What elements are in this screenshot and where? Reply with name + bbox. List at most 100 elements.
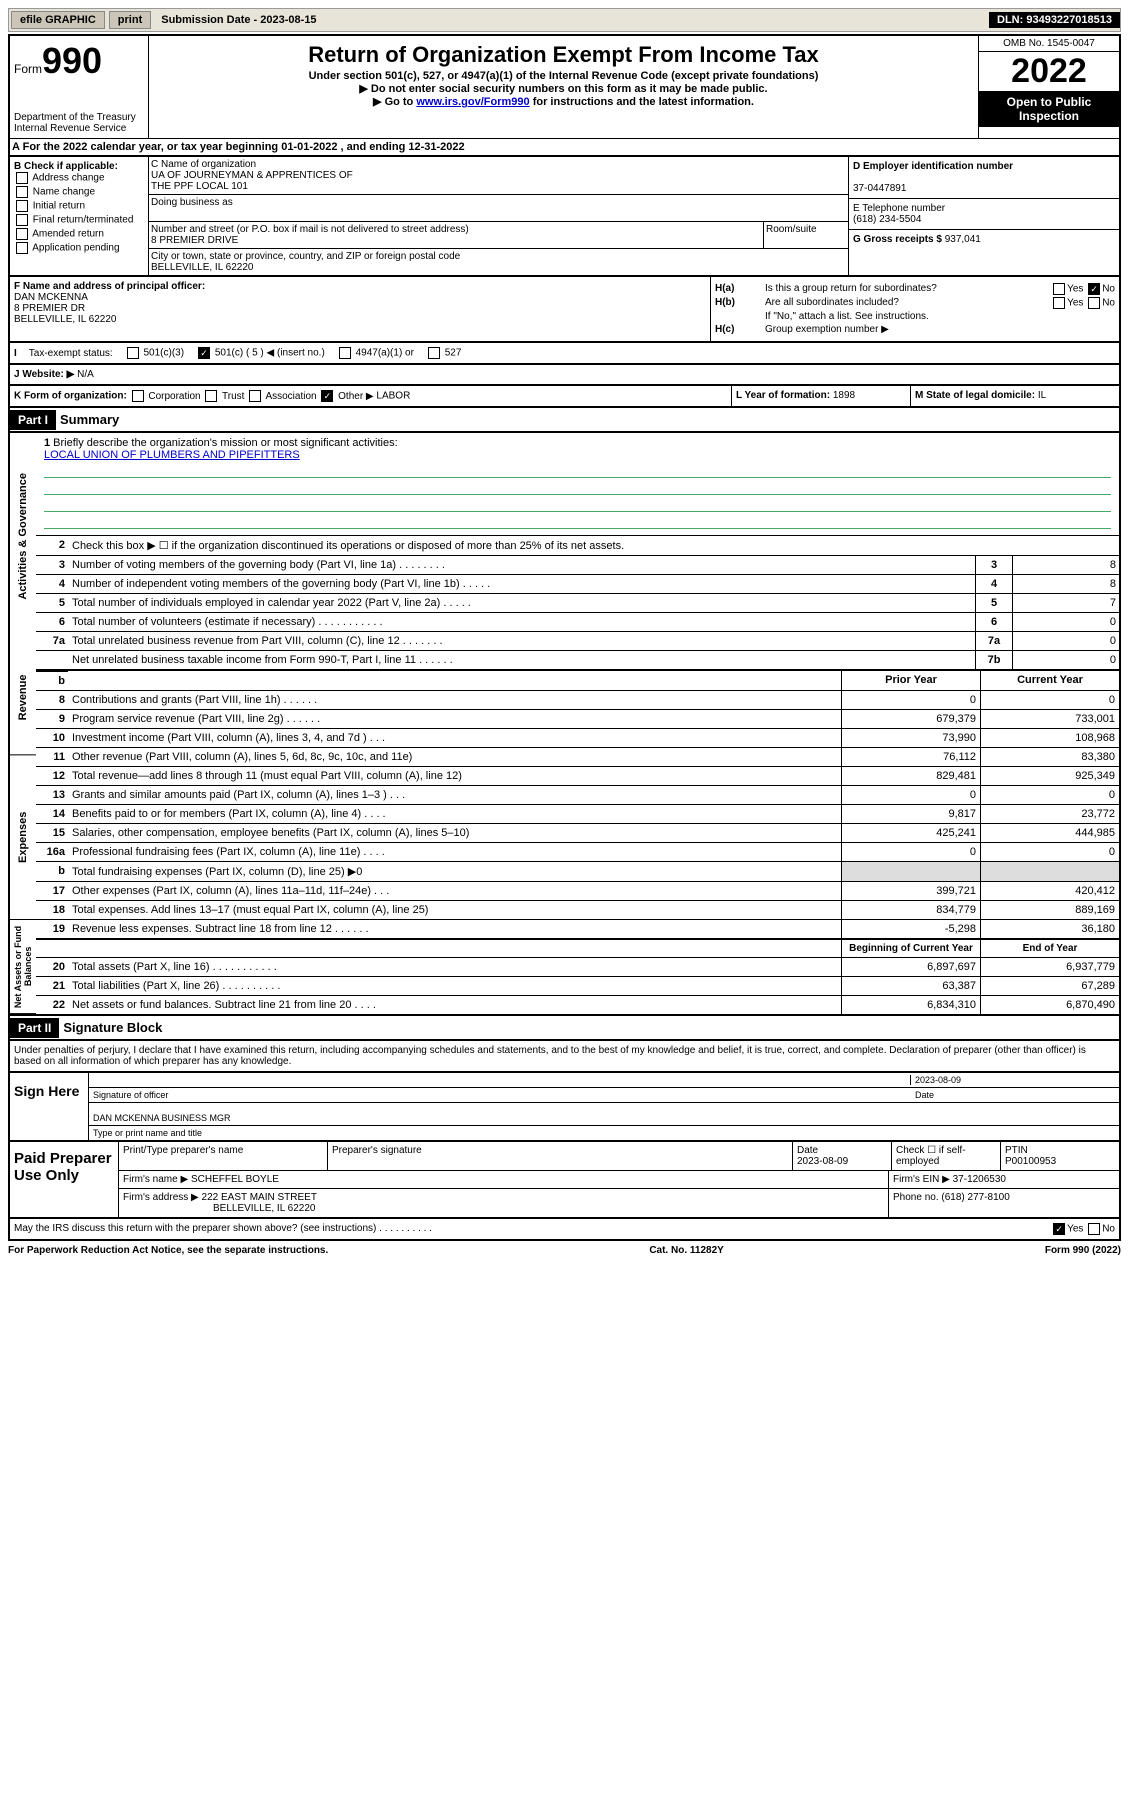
officer-sig-name: DAN MCKENNA BUSINESS MGR <box>93 1113 231 1123</box>
dln: DLN: 93493227018513 <box>989 12 1120 28</box>
officer-addr2: BELLEVILLE, IL 62220 <box>14 314 117 325</box>
ein: 37-0447891 <box>853 183 906 194</box>
chk-final[interactable]: Final return/terminated <box>14 214 144 226</box>
chk-pending[interactable]: Application pending <box>14 242 144 254</box>
dept: Department of the Treasury <box>14 112 144 123</box>
paid-preparer-block: Paid Preparer Use Only Print/Type prepar… <box>8 1142 1121 1219</box>
chk-assoc[interactable]: Association <box>247 391 316 402</box>
block-j: J Website: ▶ N/A <box>8 365 1121 386</box>
chk-amended[interactable]: Amended return <box>14 228 144 240</box>
subtitle-1: Under section 501(c), 527, or 4947(a)(1)… <box>153 70 974 82</box>
website: N/A <box>77 369 94 380</box>
firm-addr1: 222 EAST MAIN STREET <box>202 1192 317 1203</box>
form-title: Return of Organization Exempt From Incom… <box>153 42 974 68</box>
subtitle-2: ▶ Do not enter social security numbers o… <box>153 82 974 95</box>
l-label: L Year of formation: <box>736 390 830 401</box>
chk-initial[interactable]: Initial return <box>14 200 144 212</box>
block-klm: K Form of organization: Corporation Trus… <box>8 386 1121 408</box>
chk-527[interactable]: 527 <box>426 347 461 359</box>
firm-addr-label: Firm's address ▶ <box>123 1192 199 1203</box>
penalties-text: Under penalties of perjury, I declare th… <box>8 1041 1121 1073</box>
sign-here-label: Sign Here <box>10 1073 88 1140</box>
hb2-text: If "No," attach a list. See instructions… <box>765 311 929 322</box>
j-label: Website: ▶ <box>22 369 74 380</box>
part2-badge: Part II <box>10 1018 59 1038</box>
chk-corp[interactable]: Corporation <box>130 391 201 402</box>
city-value: BELLEVILLE, IL 62220 <box>151 262 254 273</box>
form-ref: Form 990 (2022) <box>1045 1245 1121 1256</box>
domicile: IL <box>1038 390 1046 401</box>
prep-name-label: Print/Type preparer's name <box>119 1142 328 1170</box>
irs-link[interactable]: www.irs.gov/Form990 <box>416 96 529 108</box>
tax-year: 2022 <box>979 52 1119 91</box>
firm-addr2: BELLEVILLE, IL 62220 <box>213 1203 884 1214</box>
firm-phone-label: Phone no. <box>893 1192 939 1203</box>
gross-receipts: 937,041 <box>945 234 981 245</box>
block-bcdeg: B Check if applicable: Address change Na… <box>8 157 1121 277</box>
part2-header: Part II Signature Block <box>8 1016 1121 1041</box>
m-label: M State of legal domicile: <box>915 390 1035 401</box>
part1-title: Summary <box>56 408 123 431</box>
phone: (618) 234-5504 <box>853 214 921 225</box>
addr-label: Number and street (or P.O. box if mail i… <box>151 224 469 235</box>
firm-name-label: Firm's name ▶ <box>123 1174 188 1185</box>
i-label: Tax-exempt status: <box>29 348 113 359</box>
part1-header: Part I Summary <box>8 408 1121 433</box>
firm-name: SCHEFFEL BOYLE <box>191 1174 279 1185</box>
ptin: P00100953 <box>1005 1156 1056 1167</box>
c-label: C Name of organization <box>151 159 256 170</box>
vtab-expenses: Expenses <box>10 755 36 920</box>
city-label: City or town, state or province, country… <box>151 251 460 262</box>
subtitle-3: ▶ Go to www.irs.gov/Form990 for instruct… <box>153 95 974 108</box>
paid-label: Paid Preparer Use Only <box>10 1142 118 1217</box>
k-label: K Form of organization: <box>14 391 127 402</box>
chk-name[interactable]: Name change <box>14 186 144 198</box>
chk-address[interactable]: Address change <box>14 172 144 184</box>
discuss-row: May the IRS discuss this return with the… <box>8 1219 1121 1241</box>
room-label: Room/suite <box>763 222 848 248</box>
vtab-netassets: Net Assets or Fund Balances <box>10 920 36 1014</box>
date-label: Date <box>911 1090 1115 1100</box>
block-fh: F Name and address of principal officer:… <box>8 277 1121 343</box>
firm-ein: 37-1206530 <box>953 1174 1006 1185</box>
type-name-label: Type or print name and title <box>89 1126 1119 1140</box>
hb-yn[interactable]: Yes No <box>1051 297 1115 309</box>
org-name-2: THE PPF LOCAL 101 <box>151 181 248 192</box>
open-public: Open to Public Inspection <box>979 91 1119 127</box>
discuss-yn[interactable]: ✓Yes No <box>1051 1223 1115 1235</box>
self-emp-label: Check ☐ if self-employed <box>892 1142 1001 1170</box>
sig-officer-label: Signature of officer <box>93 1090 911 1100</box>
officer-name: DAN MCKENNA <box>14 292 88 303</box>
chk-trust[interactable]: Trust <box>203 391 244 402</box>
part1-badge: Part I <box>10 410 56 430</box>
footer: For Paperwork Reduction Act Notice, see … <box>8 1241 1121 1260</box>
prep-date: 2023-08-09 <box>797 1156 848 1167</box>
vtab-governance: Activities & Governance <box>10 433 36 640</box>
discuss-text: May the IRS discuss this return with the… <box>14 1223 1051 1235</box>
sign-date: 2023-08-09 <box>910 1075 1115 1085</box>
chk-4947[interactable]: 4947(a)(1) or <box>337 347 414 359</box>
firm-phone: (618) 277-8100 <box>941 1192 1009 1203</box>
ptin-label: PTIN <box>1005 1145 1028 1156</box>
hb-text: Are all subordinates included? <box>765 297 1051 309</box>
ha-text: Is this a group return for subordinates? <box>765 283 1051 295</box>
summary-table: Activities & Governance Revenue Expenses… <box>8 433 1121 1016</box>
b-header: B Check if applicable: <box>14 161 144 172</box>
part2-title: Signature Block <box>59 1016 166 1039</box>
chk-501c3[interactable]: 501(c)(3) <box>125 347 184 359</box>
chk-501c[interactable]: ✓ 501(c) ( 5 ) ◀ (insert no.) <box>196 347 325 359</box>
print-btn[interactable]: print <box>109 11 151 29</box>
org-form: LABOR <box>376 391 410 402</box>
firm-ein-label: Firm's EIN ▶ <box>893 1174 950 1185</box>
chk-other[interactable]: ✓ Other ▶ <box>319 391 373 402</box>
form-label: Form990 <box>14 40 144 82</box>
cat-no: Cat. No. 11282Y <box>649 1245 723 1256</box>
ha-yn[interactable]: Yes ✓No <box>1051 283 1115 295</box>
form-header: Form990 Department of the Treasury Inter… <box>8 34 1121 138</box>
d-label: D Employer identification number <box>853 161 1013 172</box>
efile-btn[interactable]: efile GRAPHIC <box>11 11 105 29</box>
block-i: I Tax-exempt status: 501(c)(3) ✓ 501(c) … <box>8 343 1121 365</box>
f-label: F Name and address of principal officer: <box>14 281 205 292</box>
dba-label: Doing business as <box>151 197 233 208</box>
top-bar: efile GRAPHIC print Submission Date - 20… <box>8 8 1121 32</box>
